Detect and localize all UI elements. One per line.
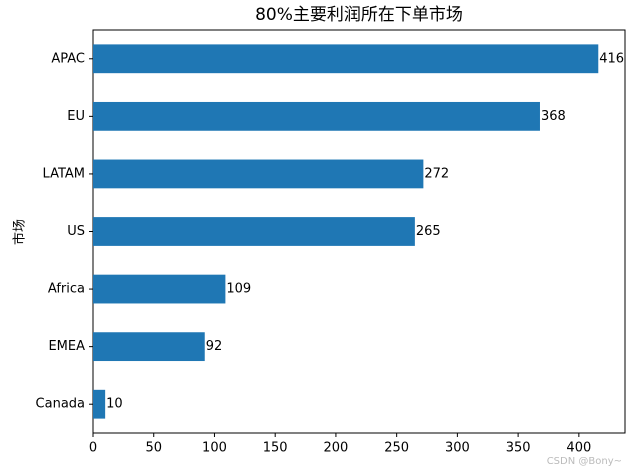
x-tick-label: 400: [566, 441, 591, 456]
chart-title: 80%主要利润所在下单市场: [255, 5, 463, 25]
data-label: 368: [541, 109, 566, 124]
x-tick-label: 350: [506, 441, 531, 456]
bar: [93, 332, 205, 362]
y-tick-label: APAC: [51, 51, 85, 66]
x-tick-label: 150: [263, 441, 288, 456]
bar: [93, 159, 424, 189]
y-tick-label: LATAM: [43, 166, 85, 181]
data-label: 109: [226, 282, 251, 297]
data-label: 10: [106, 397, 123, 412]
y-tick-label: Canada: [36, 397, 85, 412]
x-tick-label: 100: [202, 441, 227, 456]
y-tick-label: Africa: [48, 282, 85, 297]
bar: [93, 44, 599, 74]
x-tick-label: 0: [89, 441, 97, 456]
x-tick-label: 50: [145, 441, 162, 456]
data-label: 416: [599, 51, 624, 66]
data-label: 265: [416, 224, 441, 239]
x-tick-label: 250: [384, 441, 409, 456]
data-label: 92: [206, 339, 223, 354]
bar: [93, 217, 415, 246]
watermark: CSDN @Bony~: [547, 456, 622, 467]
y-axis-label: 市场: [12, 219, 28, 245]
x-tick-label: 200: [324, 441, 349, 456]
y-tick-label: EMEA: [48, 339, 85, 354]
y-tick-label: EU: [67, 109, 85, 124]
bar: [93, 101, 540, 131]
x-tick-label: 300: [445, 441, 470, 456]
y-tick-label: US: [67, 224, 85, 239]
bar: [93, 274, 226, 304]
bar: [93, 389, 106, 419]
data-label: 272: [424, 166, 449, 181]
